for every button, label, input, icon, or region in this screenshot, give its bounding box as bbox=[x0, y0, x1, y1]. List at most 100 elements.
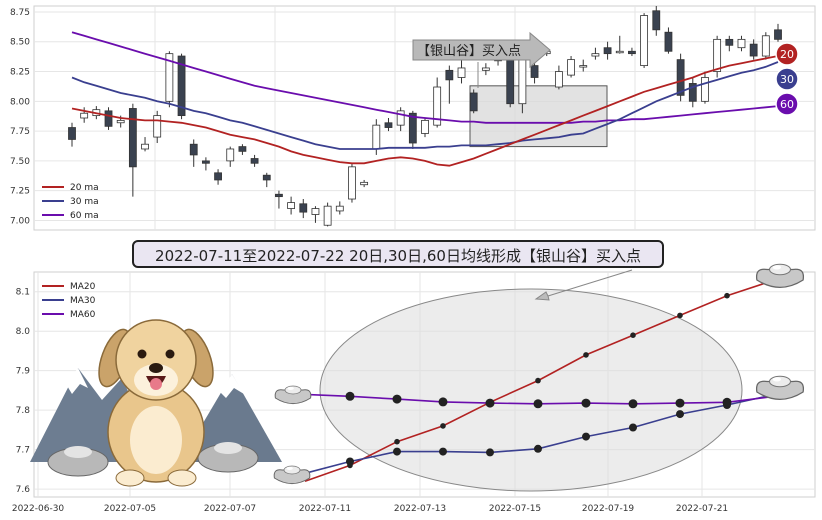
ingot-shine bbox=[772, 377, 782, 382]
ma60-point bbox=[628, 399, 638, 409]
ma30-point bbox=[629, 423, 637, 432]
ma20-point bbox=[630, 332, 636, 339]
ingot-shine bbox=[286, 466, 293, 470]
ingot-body bbox=[755, 380, 805, 400]
candle-body bbox=[396, 110, 405, 126]
bottom-legend-label: MA60 bbox=[70, 310, 96, 320]
ma30-point bbox=[486, 448, 494, 457]
buy-point-arrow bbox=[412, 31, 551, 69]
ma30-point bbox=[534, 444, 542, 453]
top-y-tick-label: 8.25 bbox=[10, 68, 30, 78]
candle-body bbox=[214, 172, 222, 181]
candle-body bbox=[737, 38, 746, 49]
ma60-point bbox=[485, 398, 495, 408]
candle-body bbox=[250, 158, 259, 164]
ma30-point bbox=[346, 457, 354, 466]
candle-body bbox=[262, 174, 271, 181]
candle-body bbox=[226, 148, 235, 162]
dog-eye-left bbox=[137, 349, 147, 359]
bottom-x-tick-label: 2022-07-11 bbox=[299, 504, 351, 514]
candle-body bbox=[688, 83, 697, 102]
ma30-point bbox=[439, 447, 447, 456]
ingot-top bbox=[768, 263, 792, 276]
highlight-ellipse bbox=[319, 288, 743, 492]
candle-body bbox=[348, 166, 356, 200]
candle-body bbox=[445, 69, 454, 81]
ingot-top bbox=[283, 465, 301, 475]
bottom-legend-label: MA30 bbox=[70, 296, 96, 306]
candle-body bbox=[603, 47, 612, 55]
ma20-point bbox=[394, 438, 400, 445]
top-y-tick-label: 7.50 bbox=[10, 157, 30, 167]
pointer-arrow bbox=[534, 269, 633, 301]
ingot-body bbox=[755, 268, 805, 288]
candle-body bbox=[676, 59, 685, 96]
ma20-point bbox=[677, 312, 683, 319]
bottom-x-tick-label: 2022-07-05 bbox=[104, 504, 156, 514]
ma60-point bbox=[533, 399, 543, 409]
candle-body bbox=[384, 122, 393, 128]
candle-body bbox=[579, 65, 588, 68]
ma30-line bbox=[71, 61, 779, 150]
candle-body bbox=[701, 77, 709, 102]
top-y-tick-label: 7.75 bbox=[10, 127, 30, 137]
candle-body bbox=[469, 92, 478, 112]
bottom-legend-label: MA20 bbox=[70, 282, 96, 292]
ma20-point bbox=[535, 377, 541, 384]
top-y-tick-label: 8.50 bbox=[10, 38, 30, 48]
candle-body bbox=[725, 38, 734, 46]
candle-body bbox=[530, 65, 539, 78]
bottom-x-tick-label: 2022-07-21 bbox=[676, 504, 728, 514]
candle-body bbox=[567, 59, 575, 76]
candle-body bbox=[275, 193, 283, 198]
bottom-x-tick-label: 2022-07-13 bbox=[394, 504, 446, 514]
ma20-line bbox=[71, 55, 779, 167]
ingot-shine bbox=[772, 265, 782, 270]
ma20-point bbox=[724, 292, 730, 299]
ma60-point bbox=[722, 397, 732, 407]
candlestick-panel: 7.00 7.25 7.50 7.75 8.00 8.25 8.50 8.75 20 ma 30 … bbox=[10, 5, 816, 231]
top-legend-label: 30 ma bbox=[70, 197, 99, 207]
candle-body bbox=[360, 181, 369, 186]
top-y-tick-label: 8.75 bbox=[10, 8, 30, 18]
bottom-y-tick-label: 7.9 bbox=[16, 367, 31, 377]
bottom-y-tick-label: 7.6 bbox=[16, 485, 31, 495]
ingot-top bbox=[284, 385, 302, 395]
ma60-badge-label: 60 bbox=[780, 98, 794, 111]
candle-body bbox=[201, 160, 210, 164]
top-y-tick-label: 8.00 bbox=[10, 97, 30, 107]
ma30-point bbox=[676, 410, 684, 419]
big-ingot-right-top bbox=[214, 442, 242, 454]
candle-body bbox=[287, 202, 296, 209]
ma20-badge-circle bbox=[775, 42, 799, 66]
bottom-x-tick-label: 2022-06-30 bbox=[12, 504, 65, 514]
bottom-y-tick-label: 7.7 bbox=[16, 446, 30, 456]
dog-paw-right bbox=[167, 469, 197, 487]
dog-nose bbox=[149, 363, 163, 373]
dog-paw-left bbox=[115, 469, 145, 487]
candle-body bbox=[323, 205, 332, 226]
candle-body bbox=[299, 203, 308, 213]
candle-body bbox=[80, 112, 89, 119]
candle-body bbox=[421, 119, 429, 134]
ma60-badge-circle bbox=[775, 92, 799, 116]
mountain-right-snow bbox=[220, 374, 244, 398]
ingot-top bbox=[768, 375, 792, 388]
silver-ingot-icon bbox=[755, 263, 805, 288]
ma20-point bbox=[583, 352, 589, 358]
candle-body bbox=[652, 10, 661, 31]
ma20-badge-label: 20 bbox=[780, 48, 794, 61]
candle-body bbox=[554, 71, 563, 88]
candle-body bbox=[335, 205, 344, 212]
dog-mountain-illustration bbox=[30, 319, 282, 487]
candle-body bbox=[189, 143, 198, 156]
ma30-point bbox=[582, 432, 590, 441]
candle-body bbox=[128, 108, 137, 168]
bottom-x-tick-label: 2022-07-15 bbox=[489, 504, 541, 514]
candle-body bbox=[615, 50, 624, 54]
candle-body bbox=[238, 146, 247, 152]
candle-body bbox=[116, 119, 125, 124]
ingot-shine bbox=[287, 386, 294, 390]
ma60-point bbox=[392, 394, 402, 404]
